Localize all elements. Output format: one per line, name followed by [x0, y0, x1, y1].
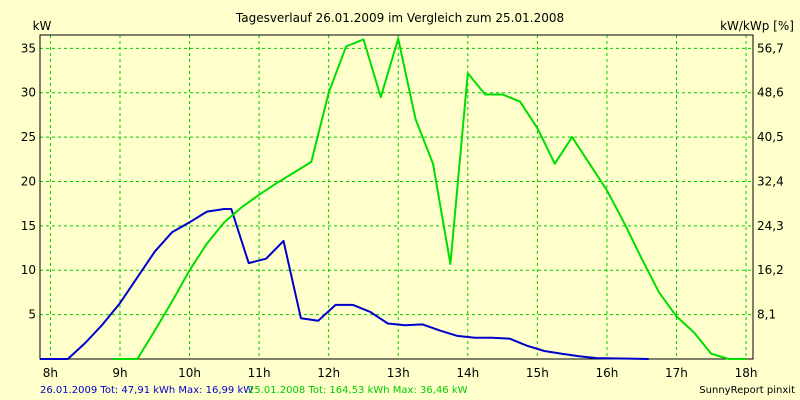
x-tick-label: 14h — [456, 366, 479, 380]
y-tick-label-left: 5 — [28, 308, 36, 322]
footer-series1-summary: 26.01.2009 Tot: 47,91 kWh Max: 16,99 kW — [40, 385, 253, 396]
x-tick-label: 12h — [317, 366, 340, 380]
x-tick-label: 9h — [112, 366, 127, 380]
x-tick-label: 11h — [248, 366, 271, 380]
y-tick-label-right: 32,4 — [757, 174, 784, 188]
x-tick-label: 17h — [665, 366, 688, 380]
x-tick-label: 10h — [178, 366, 201, 380]
y-axis-right-label: kW/kWp [%] — [720, 19, 794, 33]
y-tick-label-right: 8,1 — [757, 308, 776, 322]
y-tick-label-left: 15 — [21, 219, 36, 233]
y-tick-label-right: 40,5 — [757, 130, 784, 144]
x-tick-label: 18h — [735, 366, 758, 380]
y-tick-label-left: 25 — [21, 130, 36, 144]
footer-credit: SunnyReport pinxit — [699, 385, 795, 396]
y-tick-label-left: 20 — [21, 174, 36, 188]
x-tick-label: 16h — [595, 366, 618, 380]
y-tick-label-left: 10 — [21, 263, 36, 277]
x-tick-label: 15h — [526, 366, 549, 380]
grid — [40, 35, 753, 359]
series-line-2 — [113, 37, 746, 360]
y-tick-label-left: 35 — [21, 41, 36, 55]
tick-labels: 8h 9h 10h 11h 12h 13h 14h 15h 16h 17h 18h 5 10 15 20 25… — [21, 41, 784, 380]
footer-series2-summary: 25.01.2008 Tot: 164,53 kWh Max: 36,46 kW — [248, 385, 468, 396]
x-tick-label: 13h — [387, 366, 410, 380]
series-line-1 — [40, 208, 649, 360]
y-tick-label-right: 24,3 — [757, 219, 784, 233]
y-tick-label-left: 30 — [21, 86, 36, 100]
chart-title: Tagesverlauf 26.01.2009 im Vergleich zum… — [235, 11, 564, 25]
plot-frame — [39, 34, 754, 360]
y-tick-label-right: 56,7 — [757, 41, 784, 55]
y-axis-left-label: kW — [33, 19, 52, 33]
y-tick-label-right: 16,2 — [757, 263, 784, 277]
y-tick-label-right: 48,6 — [757, 86, 784, 100]
x-tick-label: 8h — [43, 366, 58, 380]
series — [40, 37, 746, 360]
